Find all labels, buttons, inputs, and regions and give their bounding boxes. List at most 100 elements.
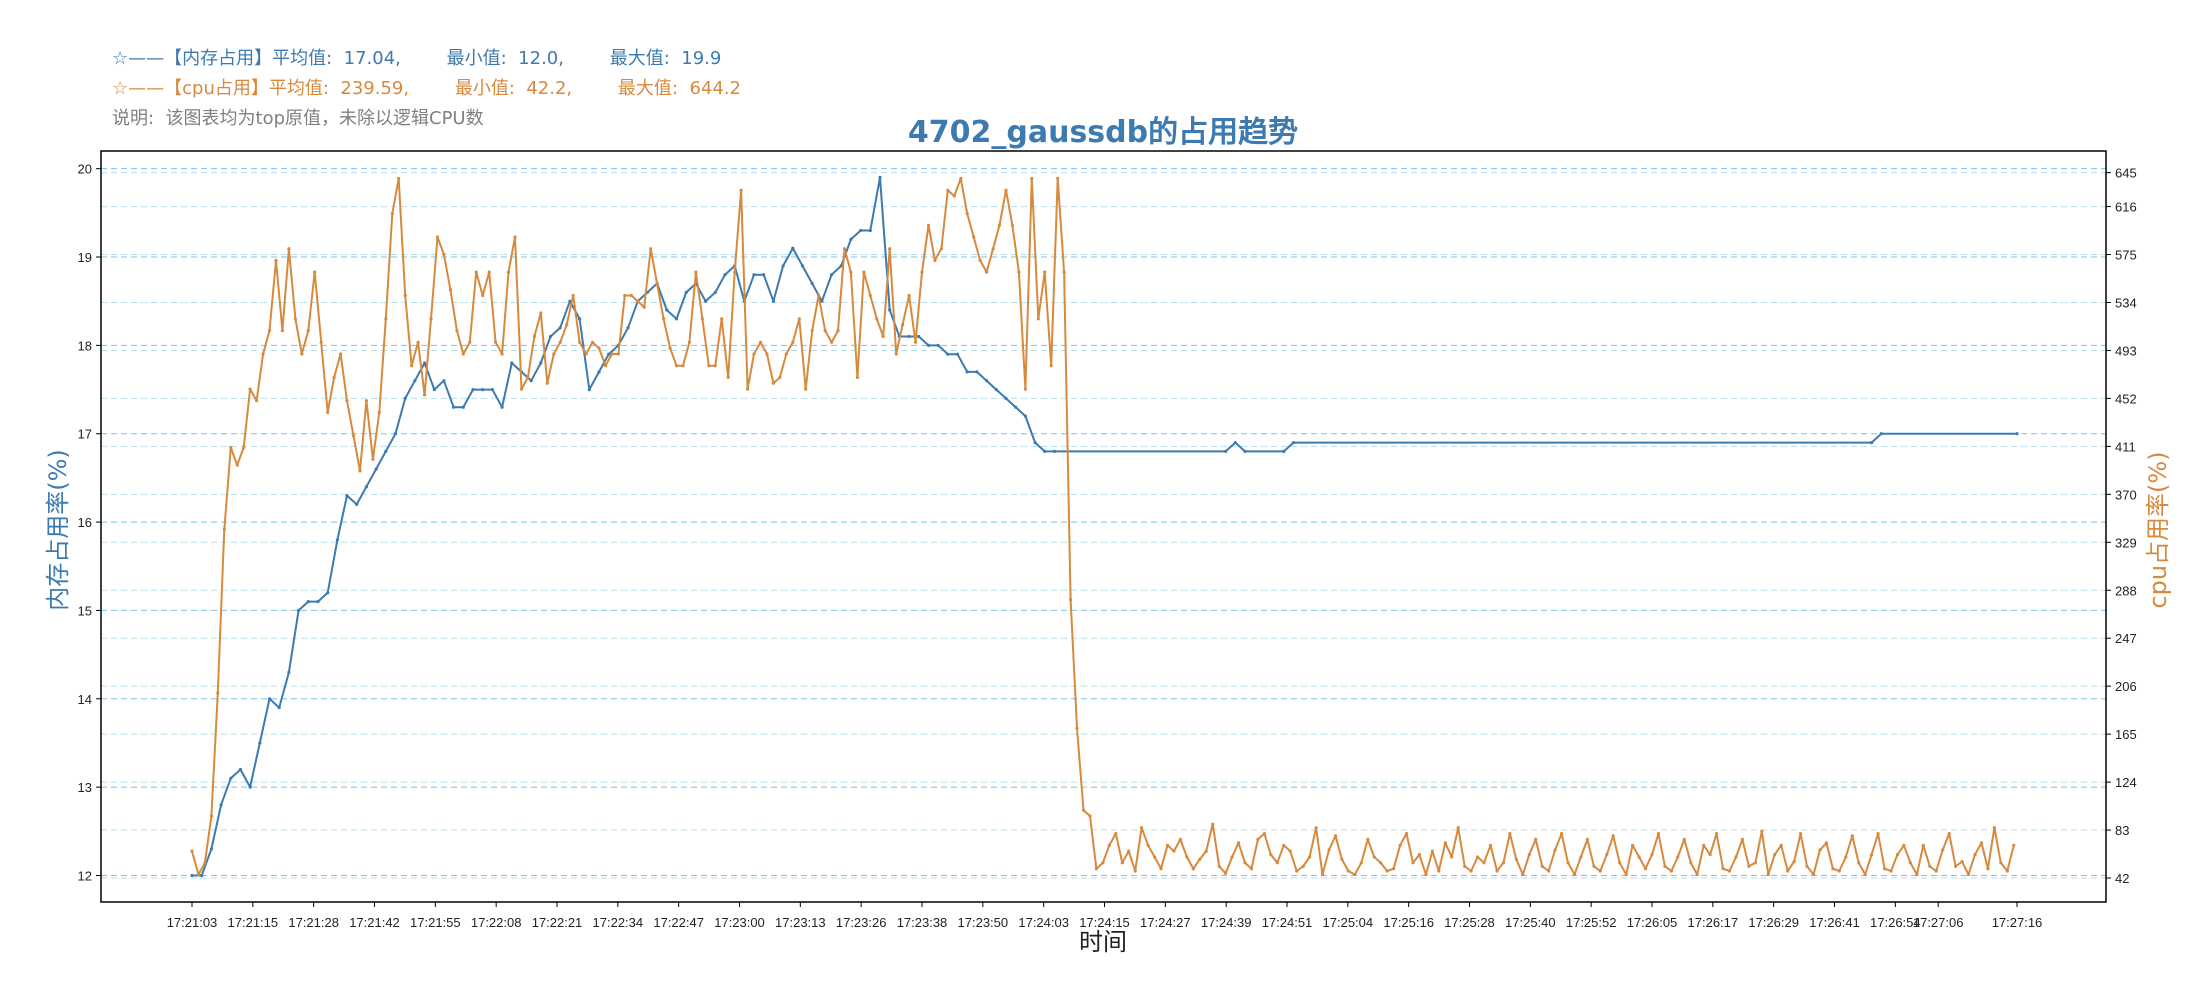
- cpu-point: [1359, 861, 1363, 865]
- cpu-point: [1786, 869, 1790, 873]
- cpu-point: [817, 293, 821, 298]
- cpu-point: [868, 293, 872, 298]
- cpu-point: [1669, 869, 1673, 873]
- memory-point: [219, 803, 223, 807]
- cpu-point: [565, 323, 569, 327]
- cpu-point: [985, 270, 989, 274]
- cpu-point: [1695, 872, 1699, 877]
- cpu-point: [1618, 861, 1622, 865]
- cpu-point: [442, 252, 446, 257]
- cpu-point: [791, 340, 795, 344]
- cpu-point: [1127, 849, 1131, 853]
- cpu-point: [733, 270, 737, 274]
- cpu-point: [1579, 855, 1583, 859]
- x-tick-label: 17:25:28: [1444, 915, 1495, 930]
- x-tick-label: 17:26:54: [1870, 915, 1921, 930]
- cpu-point: [1417, 853, 1421, 857]
- cpu-point: [1495, 869, 1499, 873]
- cpu-point: [1727, 869, 1732, 873]
- cpu-point: [1514, 857, 1518, 861]
- right-tick-label: 370: [2115, 487, 2137, 502]
- memory-point: [1004, 396, 1008, 400]
- cpu-point: [377, 410, 381, 414]
- cpu-point: [1140, 826, 1144, 830]
- cpu-point: [1553, 848, 1557, 852]
- cpu-point: [1908, 861, 1912, 865]
- memory-point: [316, 600, 320, 604]
- cpu-point: [1766, 872, 1770, 877]
- cpu-point: [1308, 855, 1312, 859]
- cpu-point: [1805, 864, 1809, 868]
- cpu-point: [1702, 843, 1706, 847]
- cpu-point: [1333, 834, 1338, 838]
- cpu-point: [1824, 841, 1828, 845]
- cpu-point: [255, 399, 259, 403]
- memory-point: [859, 228, 863, 233]
- cpu-point: [1721, 867, 1725, 871]
- x-tick-label: 17:25:40: [1505, 915, 1556, 930]
- memory-point: [1243, 449, 1247, 453]
- x-tick-label: 17:26:17: [1688, 915, 1739, 930]
- cpu-point: [1282, 843, 1286, 847]
- cpu-point: [552, 352, 556, 356]
- cpu-point: [519, 387, 524, 391]
- cpu-point: [410, 364, 414, 368]
- cpu-point: [687, 340, 692, 344]
- cpu-point: [584, 352, 588, 356]
- y-axis-right-label: cpu占用率(%): [2144, 451, 2172, 608]
- memory-point: [432, 388, 436, 392]
- left-tick-label: 19: [78, 250, 92, 265]
- memory-point: [1224, 449, 1228, 453]
- memory-point: [335, 538, 339, 542]
- cpu-point: [416, 340, 420, 344]
- cpu-point: [558, 340, 562, 344]
- cpu-point: [293, 317, 297, 321]
- x-tick-label: 17:22:08: [471, 915, 522, 930]
- cpu-point: [1643, 867, 1648, 871]
- cpu-point: [907, 293, 911, 298]
- cpu-point: [455, 329, 459, 333]
- memory-point: [500, 405, 504, 409]
- x-tick-label: 17:22:47: [653, 915, 704, 930]
- cpu-point: [474, 270, 478, 274]
- memory-point: [481, 388, 485, 392]
- memory-point: [704, 299, 708, 303]
- cpu-point: [1863, 872, 1867, 877]
- cpu-point: [1966, 872, 1971, 877]
- cpu-point: [1211, 822, 1215, 826]
- cpu-point: [1747, 864, 1751, 868]
- cpu-point: [1437, 869, 1441, 873]
- cpu-point: [875, 317, 879, 321]
- cpu-point: [746, 387, 750, 391]
- cpu-point: [429, 317, 433, 321]
- cpu-series-points: [190, 176, 2016, 877]
- cpu-point: [894, 352, 898, 356]
- cpu-point: [1799, 832, 1803, 836]
- cpu-point: [623, 293, 627, 298]
- cpu-point: [1818, 848, 1822, 852]
- cpu-point: [1236, 841, 1241, 845]
- x-tick-label: 17:26:05: [1627, 915, 1678, 930]
- memory-point: [955, 352, 960, 356]
- cpu-point: [1876, 832, 1880, 836]
- cpu-point: [1650, 853, 1654, 857]
- cpu-point: [797, 317, 801, 321]
- cpu-point: [1973, 853, 1977, 857]
- cpu-point: [1469, 869, 1473, 873]
- cpu-point: [849, 270, 853, 274]
- left-tick-label: 18: [78, 338, 92, 353]
- cpu-point: [1792, 860, 1796, 864]
- cpu-point: [1404, 832, 1409, 836]
- memory-point: [267, 697, 272, 701]
- memory-point: [907, 334, 911, 339]
- cpu-point: [494, 340, 498, 344]
- cpu-point: [423, 393, 427, 397]
- memory-point: [1282, 449, 1286, 453]
- cpu-point: [674, 364, 679, 368]
- cpu-point: [810, 329, 814, 333]
- cpu-point: [946, 188, 950, 192]
- cpu-point: [1921, 843, 1925, 847]
- cpu-point: [1508, 832, 1512, 836]
- right-tick-label: 329: [2115, 535, 2137, 550]
- memory-point: [393, 432, 398, 436]
